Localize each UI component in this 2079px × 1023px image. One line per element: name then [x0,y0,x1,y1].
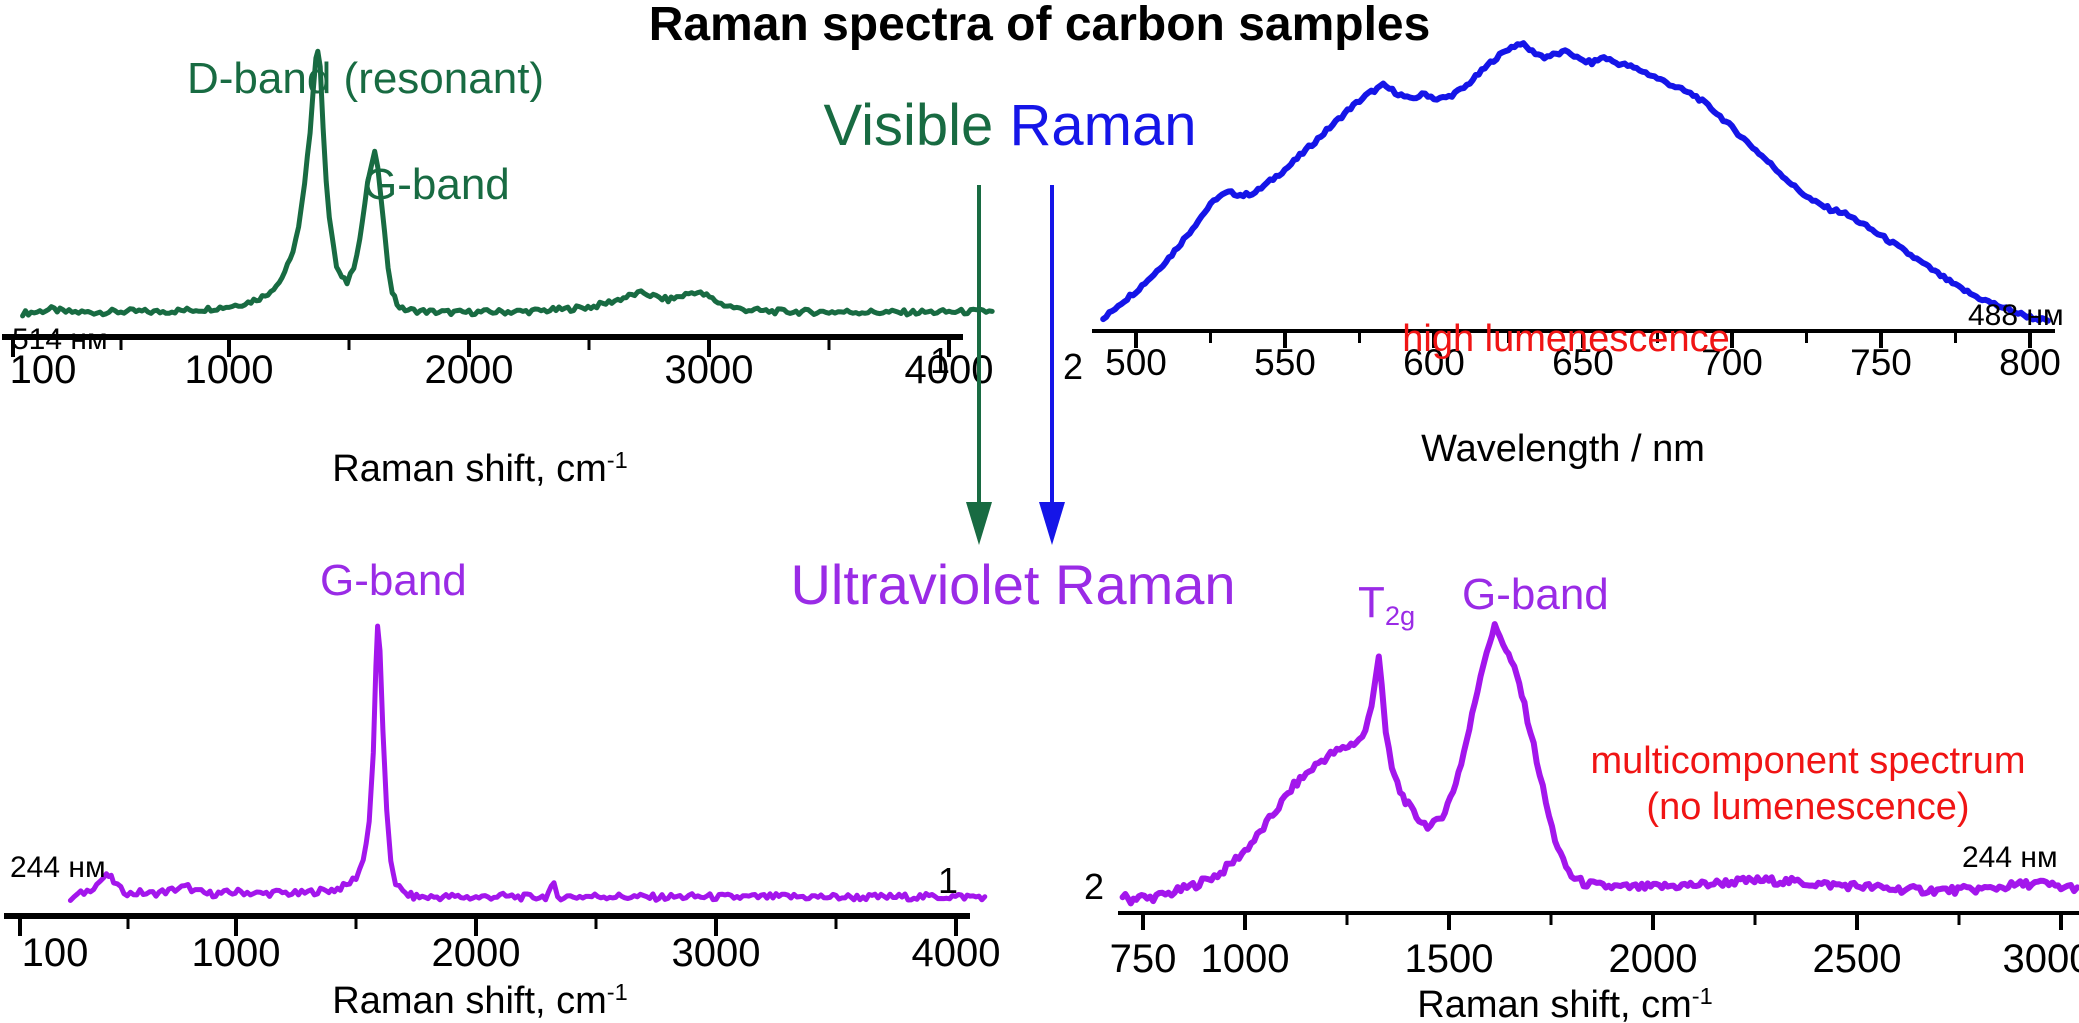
chart-uv-sample1: 100 1000 2000 3000 4000 [0,555,1010,1023]
t2g-sub: 2g [1384,599,1416,631]
xaxis-title-text: Wavelength / nm [1421,428,1705,470]
x-axis-tick-label: 700 [1701,342,1763,383]
x-axis-tick-label: 750 [1850,342,1912,383]
chart-visible-sample1-svg: 100 1000 2000 3000 4000 [2,48,995,392]
chart-visible-sample1: 100 1000 2000 3000 4000 [0,0,1010,460]
visible-raman-heading: Visible Raman [823,93,1197,158]
ultraviolet-raman-heading: Ultraviolet Raman [790,553,1236,616]
xaxis-title-sup: -1 [1691,983,1713,1010]
x-axis-tick-label: 600 [1403,342,1465,383]
x-axis-tick-label: 500 [1105,342,1167,383]
spectrum-curve [20,48,995,319]
visible-to-uv-arrow-green-head [966,502,992,545]
xaxis-title-sup: -1 [606,447,628,474]
figure-title: Raman spectra of carbon samples [648,0,1431,51]
spectrum-curve [1119,621,2079,907]
chart-visible-sample2: 500 550 600 650 700 750 800 [1060,0,2079,420]
t2g-band-label: T2g [1358,578,1415,629]
raman-word: Raman [1009,93,1197,158]
x-axis-tick-label: 2000 [425,348,514,392]
xaxis-title-text: Raman shift, cm [332,448,607,490]
g-band-label-uv1: G-band [320,556,467,605]
x-axis-tick-label: 3000 [672,931,761,975]
spectrum-curve [1100,40,2051,324]
chart-visible-sample2-svg: 500 550 600 650 700 750 800 [1092,40,2061,383]
sample-number-1-uv: 1 [938,860,959,901]
d-band-label: D-band (resonant) [187,54,545,103]
chart-uv-sample2: 750 1000 1500 2000 2500 3000 [1080,555,2079,1023]
xaxis-title-uv-sample1: Raman shift, cm-1 [332,979,628,1022]
x-axis-tick-label: 100 [10,348,77,392]
x-axis-tick-label: 2500 [1813,937,1902,981]
x-axis-tick-label: 750 [1110,937,1177,981]
x-axis-tick-label: 3000 [665,348,754,392]
laser-wavelength-488: 488 нм [1968,299,2064,332]
x-axis-tick-label: 3000 [2003,937,2079,981]
xaxis-title-text: Raman shift, cm [332,980,607,1022]
x-axis-tick-label: 4000 [912,931,1001,975]
x-axis-tick-label: 1000 [185,348,274,392]
laser-wavelength-244-left: 244 нм [10,851,106,884]
xaxis-title-wavelength: Wavelength / nm [1421,428,1705,470]
multicomponent-note-line2: (no lumenescence) [1646,786,1970,828]
x-axis-tick-label: 1500 [1405,937,1494,981]
sample-number-2-visible: 2 [1063,346,1084,387]
x-axis-tick-label: 650 [1552,342,1614,383]
x-axis-tick-label: 550 [1254,342,1316,383]
xaxis-title-text: Raman shift, cm [1417,984,1692,1023]
x-axis-tick-label: 2000 [1609,937,1698,981]
x-axis-tick-label: 1000 [192,931,281,975]
g-band-label-uv2: G-band [1462,570,1609,619]
high-luminescence-note: high lumenescence [1402,318,1730,360]
xaxis-title-sup: -1 [606,979,628,1006]
visible-word: Visible [823,93,994,158]
sample-number-2-uv: 2 [1084,866,1105,907]
chart-uv-sample1-svg: 100 1000 2000 3000 4000 [4,623,1001,975]
x-axis-tick-label: 800 [1999,342,2061,383]
t2g-main: T [1358,578,1385,627]
spectrum-curve [67,623,988,903]
xaxis-title-uv-sample2: Raman shift, cm-1 [1417,983,1713,1023]
x-axis-tick-label: 2000 [432,931,521,975]
laser-wavelength-244-right: 244 нм [1962,841,2058,874]
visible-to-uv-arrow-blue-head [1039,502,1065,545]
x-axis-tick-label: 100 [22,931,89,975]
x-axis-tick-label: 1000 [1201,937,1290,981]
laser-wavelength-514: 514 нм [12,323,108,356]
g-band-label-visible: G-band [363,160,510,209]
multicomponent-note-line1: multicomponent spectrum [1590,740,2026,782]
chart-uv-sample2-svg: 750 1000 1500 2000 2500 3000 [1110,621,2079,981]
sample-number-1-visible: 1 [930,340,951,381]
xaxis-title-visible-sample1: Raman shift, cm-1 [332,447,628,490]
